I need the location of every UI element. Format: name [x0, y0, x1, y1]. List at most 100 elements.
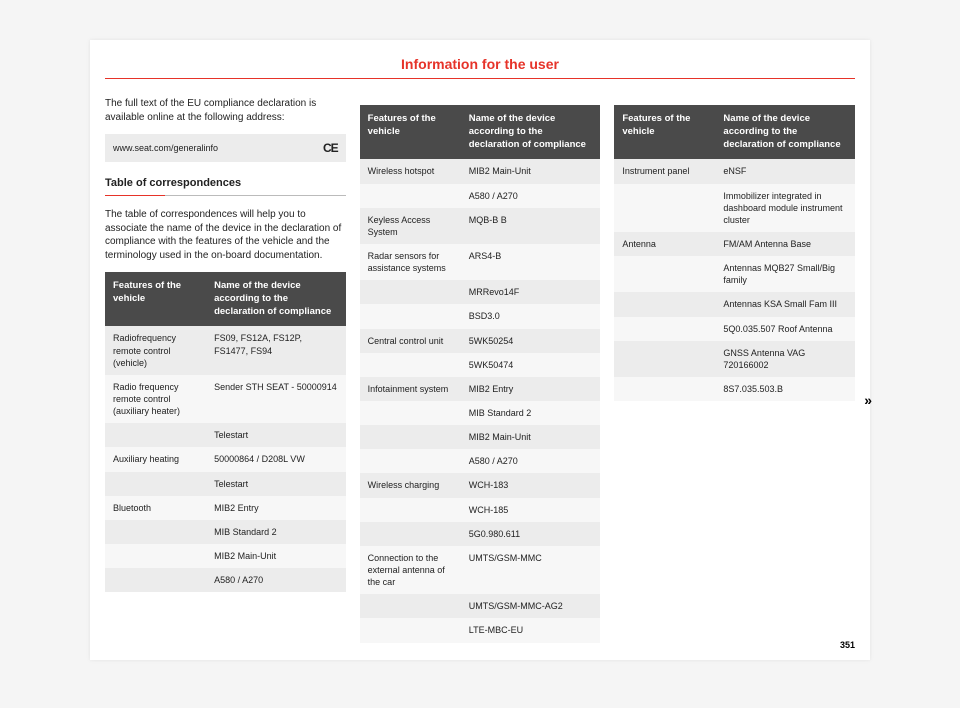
content-columns: The full text of the EU compliance decla… [90, 89, 870, 643]
table-row: Immobilizer integrated in dashboard modu… [614, 184, 855, 232]
cell-feature [105, 520, 206, 544]
cell-device: MQB-B B [461, 208, 601, 244]
cell-feature [360, 425, 461, 449]
cell-feature: Radio frequency remote control (auxiliar… [105, 375, 206, 423]
cell-feature [614, 184, 715, 232]
table-row: A580 / A270 [105, 568, 346, 592]
url-box: www.seat.com/generalinfo CE [105, 134, 346, 162]
cell-device: ARS4-B [461, 244, 601, 280]
cell-feature [360, 304, 461, 328]
table-row: Telestart [105, 472, 346, 496]
intro-text: The full text of the EU compliance decla… [105, 97, 346, 124]
cell-feature: Auxiliary heating [105, 447, 206, 471]
table-row: Auxiliary heating50000864 / D208L VW [105, 447, 346, 471]
table-header: Features of the vehicle Name of the devi… [360, 105, 601, 159]
cell-device: MRRevo14F [461, 280, 601, 304]
th-feature: Features of the vehicle [360, 105, 461, 159]
cell-device: LTE-MBC-EU [461, 618, 601, 642]
cell-device: Antennas KSA Small Fam III [715, 292, 855, 316]
cell-device: Sender STH SEAT - 50000914 [206, 375, 346, 423]
th-feature: Features of the vehicle [614, 105, 715, 159]
cell-feature [614, 341, 715, 377]
table-row: Radar sensors for assistance systemsARS4… [360, 244, 601, 280]
table-row: A580 / A270 [360, 449, 601, 473]
cell-device: MIB2 Entry [461, 377, 601, 401]
table-row: 5WK50474 [360, 353, 601, 377]
cell-device: WCH-183 [461, 473, 601, 497]
table-row: MRRevo14F [360, 280, 601, 304]
table-header: Features of the vehicle Name of the devi… [105, 272, 346, 326]
cell-feature [360, 498, 461, 522]
cell-feature [360, 353, 461, 377]
cell-feature: Antenna [614, 232, 715, 256]
cell-device: BSD3.0 [461, 304, 601, 328]
ce-mark-icon: CE [323, 140, 338, 156]
table-row: Radiofrequency remote control (vehicle)F… [105, 326, 346, 374]
table-row: GNSS Antenna VAG 720166002 [614, 341, 855, 377]
table-row: MIB Standard 2 [360, 401, 601, 425]
column-2: Features of the vehicle Name of the devi… [360, 97, 601, 643]
cell-device: MIB2 Main-Unit [461, 159, 601, 183]
cell-device: WCH-185 [461, 498, 601, 522]
table-row: Wireless hotspotMIB2 Main-Unit [360, 159, 601, 183]
cell-device: Telestart [206, 472, 346, 496]
table-row: Antennas KSA Small Fam III [614, 292, 855, 316]
cell-feature [360, 280, 461, 304]
page-header: Information for the user [90, 40, 870, 89]
cell-device: MIB Standard 2 [206, 520, 346, 544]
cell-device: UMTS/GSM-MMC [461, 546, 601, 594]
table-row: BSD3.0 [360, 304, 601, 328]
header-title: Information for the user [90, 56, 870, 72]
cell-device: FS09, FS12A, FS12P, FS1477, FS94 [206, 326, 346, 374]
table-row: MIB2 Main-Unit [360, 425, 601, 449]
cell-feature [360, 401, 461, 425]
table-row: LTE-MBC-EU [360, 618, 601, 642]
table-row: MIB2 Main-Unit [105, 544, 346, 568]
cell-feature [614, 292, 715, 316]
cell-device: A580 / A270 [206, 568, 346, 592]
th-feature: Features of the vehicle [105, 272, 206, 326]
cell-device: 8S7.035.503.B [715, 377, 855, 401]
table-header: Features of the vehicle Name of the devi… [614, 105, 855, 159]
table-row: UMTS/GSM-MMC-AG2 [360, 594, 601, 618]
cell-feature [360, 594, 461, 618]
cell-device: A580 / A270 [461, 184, 601, 208]
cell-device: MIB2 Main-Unit [461, 425, 601, 449]
correspondence-table-3: Features of the vehicle Name of the devi… [614, 105, 855, 401]
manual-page: Information for the user The full text o… [90, 40, 870, 660]
cell-feature [614, 317, 715, 341]
th-device: Name of the device according to the decl… [206, 272, 346, 326]
cell-device: MIB Standard 2 [461, 401, 601, 425]
table-row: Connection to the external antenna of th… [360, 546, 601, 594]
cell-device: 5WK50474 [461, 353, 601, 377]
cell-feature: Wireless charging [360, 473, 461, 497]
correspondence-table-1: Features of the vehicle Name of the devi… [105, 272, 346, 592]
th-device: Name of the device according to the decl… [715, 105, 855, 159]
cell-feature: Infotainment system [360, 377, 461, 401]
continuation-mark: » [864, 392, 872, 408]
page-number: 351 [840, 640, 855, 650]
cell-feature: Radar sensors for assistance systems [360, 244, 461, 280]
cell-feature [105, 423, 206, 447]
table-description: The table of correspondences will help y… [105, 208, 346, 262]
table-row: Instrument paneleNSF [614, 159, 855, 183]
cell-device: A580 / A270 [461, 449, 601, 473]
subheading: Table of correspondences [105, 176, 346, 200]
table-row: WCH-185 [360, 498, 601, 522]
cell-device: Immobilizer integrated in dashboard modu… [715, 184, 855, 232]
cell-device: UMTS/GSM-MMC-AG2 [461, 594, 601, 618]
cell-device: 5Q0.035.507 Roof Antenna [715, 317, 855, 341]
table-row: 8S7.035.503.B [614, 377, 855, 401]
cell-feature [105, 472, 206, 496]
cell-device: 5G0.980.611 [461, 522, 601, 546]
table-row: AntennaFM/AM Antenna Base [614, 232, 855, 256]
cell-device: Antennas MQB27 Small/Big family [715, 256, 855, 292]
cell-feature [360, 522, 461, 546]
table-row: BluetoothMIB2 Entry [105, 496, 346, 520]
table-row: 5Q0.035.507 Roof Antenna [614, 317, 855, 341]
cell-device: GNSS Antenna VAG 720166002 [715, 341, 855, 377]
cell-device: 50000864 / D208L VW [206, 447, 346, 471]
cell-feature [614, 377, 715, 401]
cell-device: 5WK50254 [461, 329, 601, 353]
compliance-url: www.seat.com/generalinfo [113, 142, 218, 154]
